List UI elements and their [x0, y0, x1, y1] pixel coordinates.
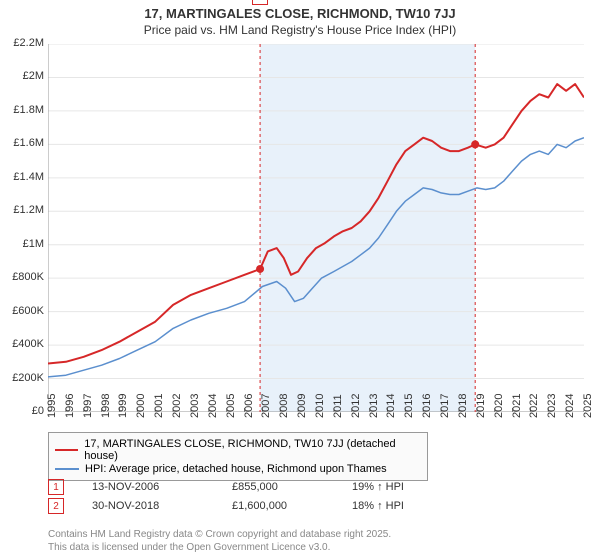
marker-date: 30-NOV-2018 — [92, 500, 232, 512]
marker-table-row: 1 13-NOV-2006£855,00019% ↑ HPI — [48, 479, 452, 495]
marker-number-box: 1 — [48, 479, 64, 495]
marker-table: 1 13-NOV-2006£855,00019% ↑ HPI 2 30-NOV-201… — [48, 476, 452, 517]
y-tick-label: £2.2M — [0, 37, 44, 49]
legend: 17, MARTINGALES CLOSE, RICHMOND, TW10 7J… — [48, 432, 428, 481]
chart-svg — [48, 44, 584, 412]
y-tick-label: £1.4M — [0, 171, 44, 183]
legend-swatch — [55, 449, 78, 451]
footer-line1: Contains HM Land Registry data © Crown c… — [48, 528, 391, 541]
footer-attribution: Contains HM Land Registry data © Crown c… — [48, 528, 391, 554]
chart-area: £0£200K£400K£600K£800K£1M£1.2M£1.4M£1.6M… — [48, 44, 584, 412]
marker-price: £855,000 — [232, 481, 352, 493]
y-tick-label: £200K — [0, 372, 44, 384]
legend-item: HPI: Average price, detached house, Rich… — [55, 463, 421, 475]
marker-hpi-diff: 18% ↑ HPI — [352, 500, 452, 512]
y-tick-label: £800K — [0, 271, 44, 283]
marker-date: 13-NOV-2006 — [92, 481, 232, 493]
marker-number-box: 2 — [48, 498, 64, 514]
y-tick-label: £1.6M — [0, 137, 44, 149]
footer-line2: This data is licensed under the Open Gov… — [48, 541, 391, 554]
legend-item: 17, MARTINGALES CLOSE, RICHMOND, TW10 7J… — [55, 438, 421, 462]
y-tick-label: £0 — [0, 405, 44, 417]
marker-price: £1,600,000 — [232, 500, 352, 512]
y-tick-label: £1M — [0, 238, 44, 250]
marker-table-row: 2 30-NOV-2018£1,600,00018% ↑ HPI — [48, 498, 452, 514]
legend-swatch — [55, 468, 79, 470]
chart-title: 17, MARTINGALES CLOSE, RICHMOND, TW10 7J… — [0, 6, 600, 21]
legend-label: 17, MARTINGALES CLOSE, RICHMOND, TW10 7J… — [84, 438, 421, 462]
y-tick-label: £2M — [0, 70, 44, 82]
y-tick-label: £600K — [0, 305, 44, 317]
y-tick-label: £1.2M — [0, 204, 44, 216]
chart-subtitle: Price paid vs. HM Land Registry's House … — [0, 23, 600, 37]
y-tick-label: £400K — [0, 338, 44, 350]
y-tick-label: £1.8M — [0, 104, 44, 116]
marker-hpi-diff: 19% ↑ HPI — [352, 481, 452, 493]
legend-label: HPI: Average price, detached house, Rich… — [85, 463, 387, 475]
